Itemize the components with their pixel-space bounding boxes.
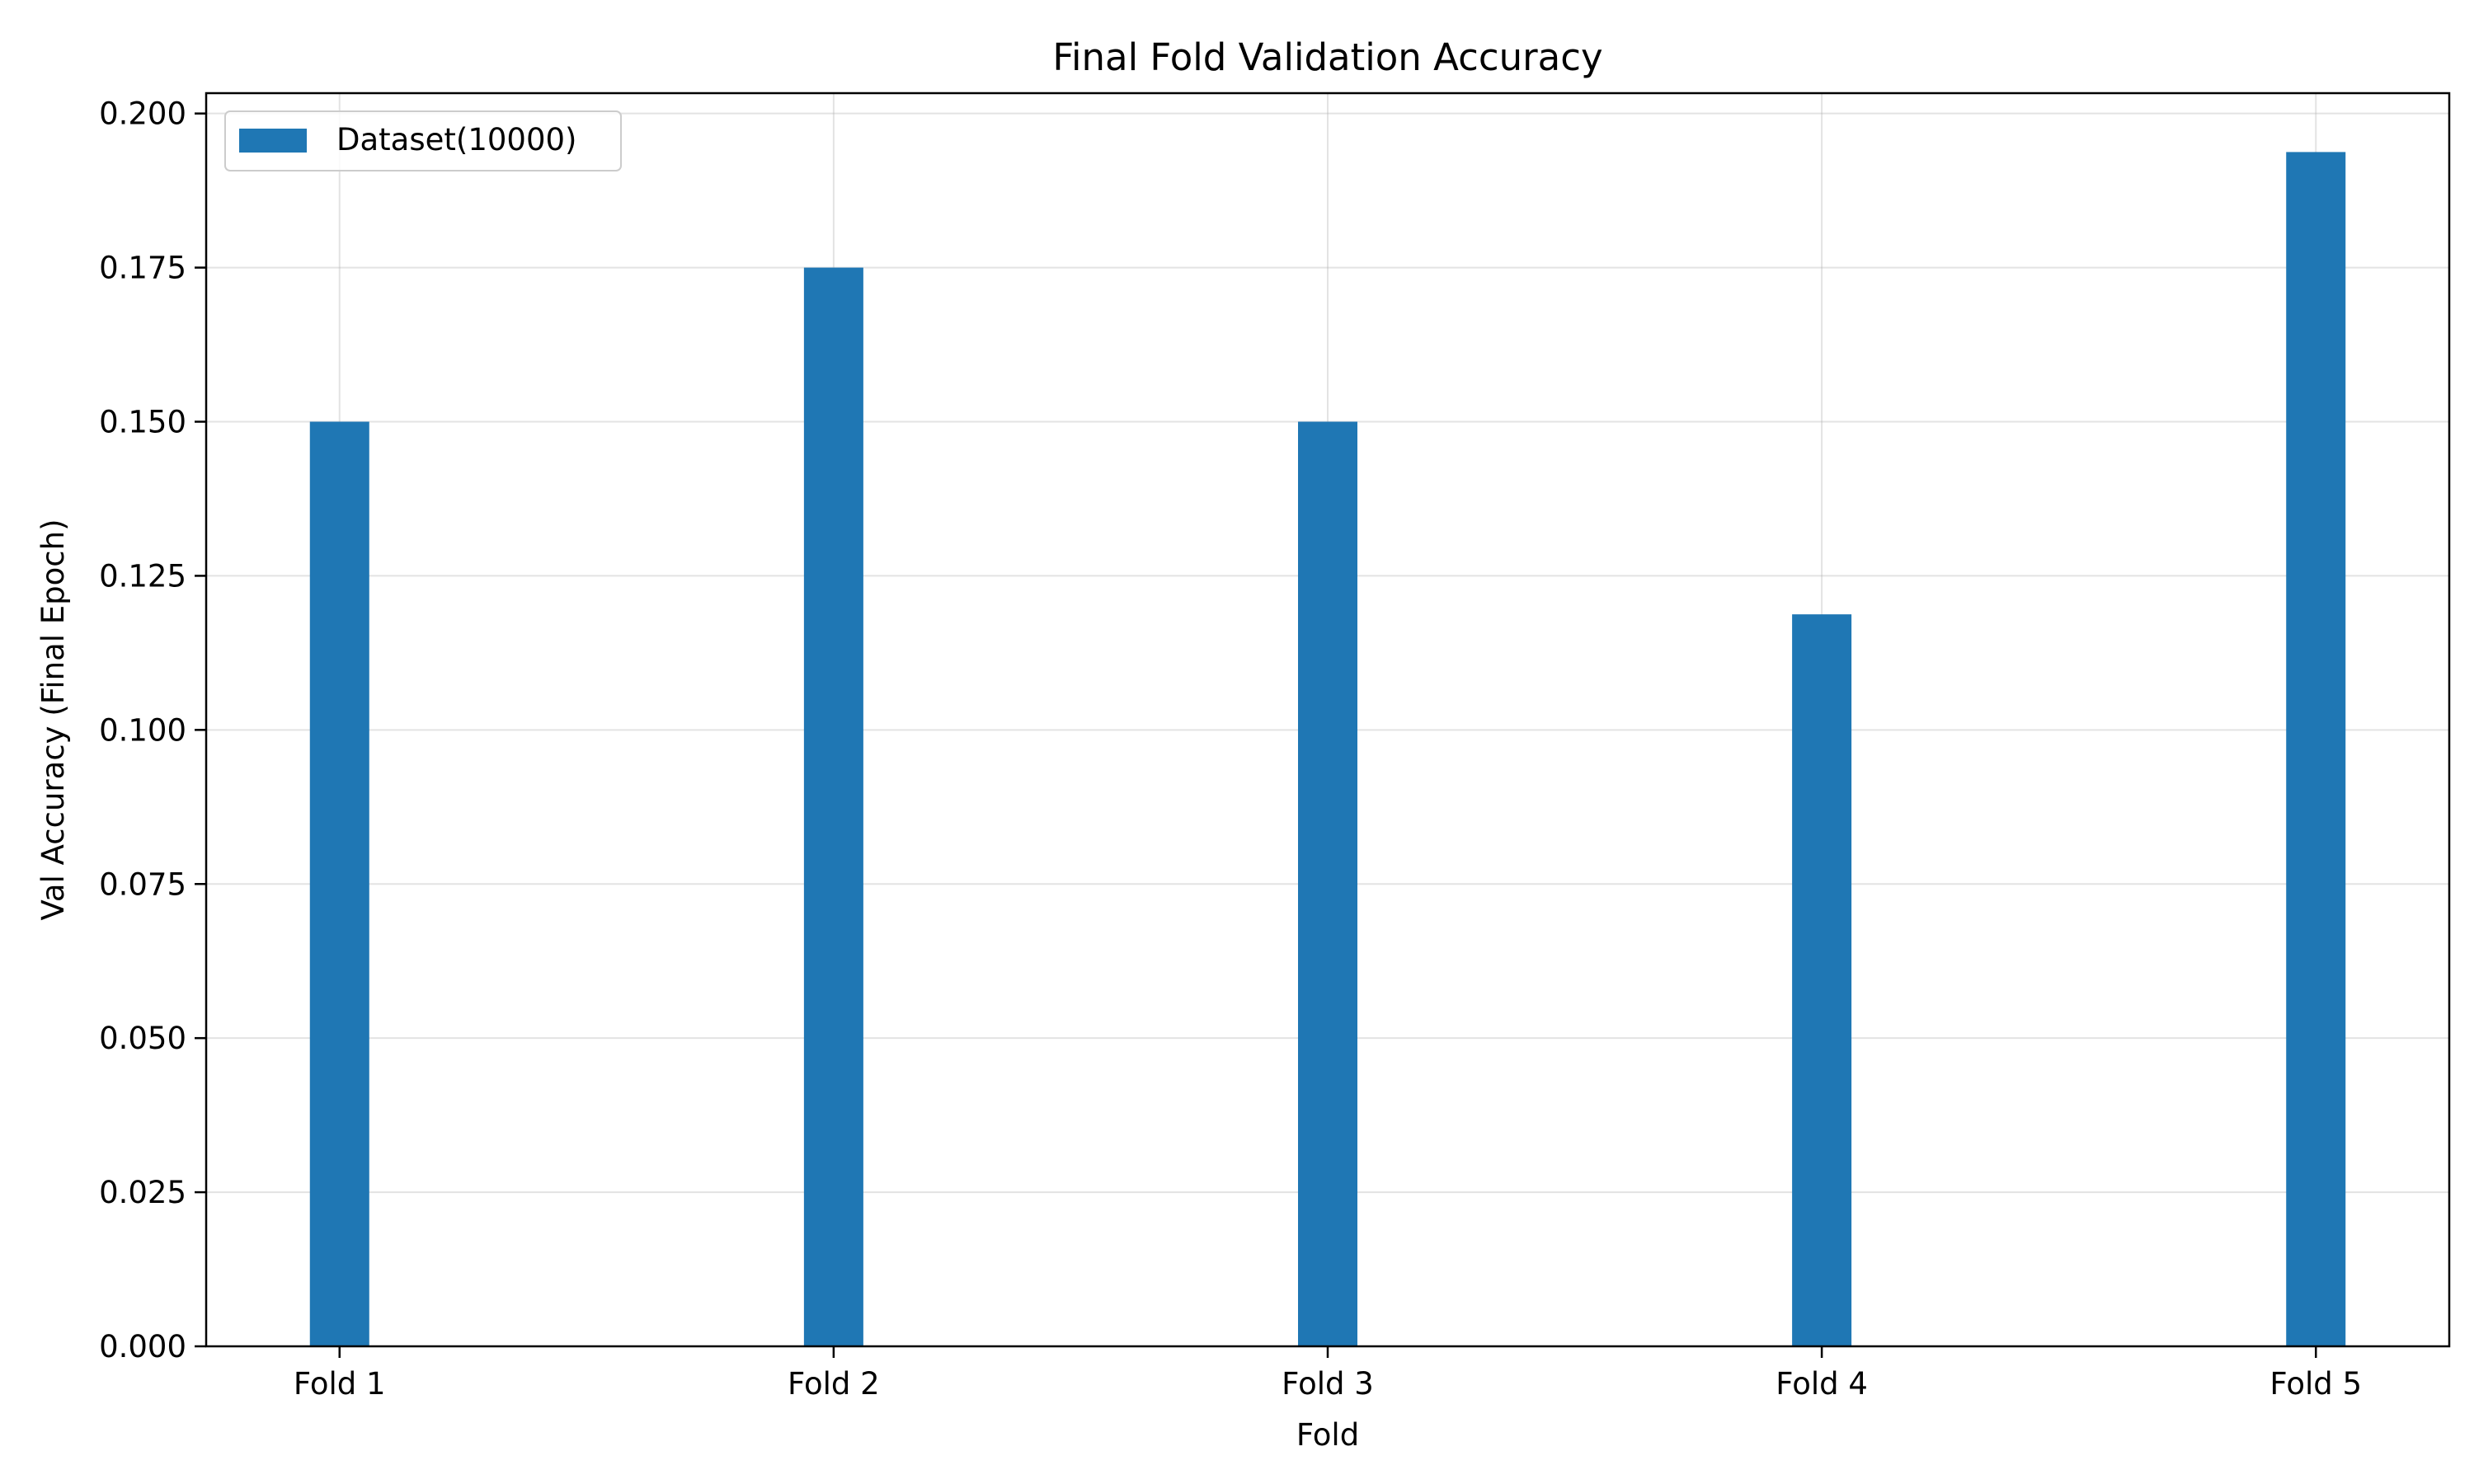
x-tick-label: Fold 1 [294,1366,386,1402]
legend-swatch [239,129,307,153]
bar-1 [309,421,369,1347]
y-tick-label: 0.000 [99,1329,186,1364]
bar-3 [1298,421,1357,1347]
x-axis-label: Fold [1296,1417,1359,1453]
x-tick-label: Fold 2 [788,1366,880,1402]
legend-label: Dataset(10000) [336,122,576,157]
y-tick-label: 0.175 [99,251,186,286]
y-tick-label: 0.025 [99,1175,186,1210]
y-tick-label: 0.075 [99,866,186,902]
y-tick-label: 0.200 [99,96,186,132]
legend-box [224,110,622,171]
x-tick-label: Fold 4 [1776,1366,1868,1402]
y-tick-label: 0.050 [99,1021,186,1056]
y-tick-label: 0.150 [99,405,186,440]
chart-title: Final Fold Validation Accuracy [1052,35,1602,79]
bar-4 [1792,614,1852,1346]
ticks: 0.000 0.025 0.050 0.075 0.100 0.125 0.150 0.175… [99,96,2362,1402]
bars [309,152,2346,1347]
y-tick-label: 0.125 [99,558,186,594]
legend: Dataset(10000) [224,110,622,171]
x-tick-label: Fold 5 [2269,1366,2362,1402]
y-axis-label: Val Accuracy (Final Epoch) [35,519,71,920]
x-tick-label: Fold 3 [1282,1366,1374,1402]
y-tick-label: 0.100 [99,712,186,748]
bar-5 [2286,152,2346,1347]
bar-2 [803,267,863,1347]
